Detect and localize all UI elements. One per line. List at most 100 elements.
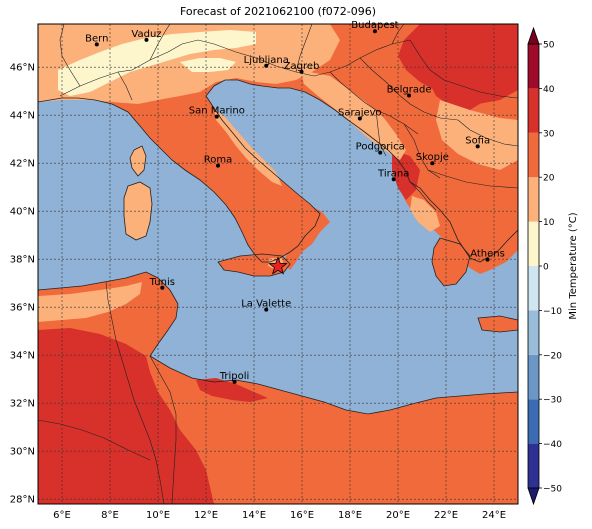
- hot-serbia: [428, 60, 486, 110]
- city-label: Sofia: [465, 135, 490, 146]
- colorbar-bin: [528, 399, 539, 444]
- hot-libya-coast: [196, 378, 268, 402]
- colorbar-under-arrow: [527, 487, 540, 506]
- city-label: Budapest: [351, 20, 398, 31]
- colorbar-tick-label: 10: [543, 218, 555, 228]
- city-dot: [94, 42, 99, 47]
- city-label: Ljubljana: [244, 55, 289, 66]
- city-label: Athens: [470, 249, 505, 260]
- colorbar-tick-label: 40: [543, 85, 555, 95]
- land-corsica: [130, 146, 146, 176]
- star-marker: [268, 256, 288, 275]
- colorbar-tick-label: −40: [543, 440, 562, 450]
- city-dot: [214, 114, 219, 119]
- hot-hungary: [398, 24, 518, 104]
- lat-tick-label: 32°N: [10, 399, 35, 410]
- lon-tick-label: 10°E: [146, 510, 170, 521]
- colorbar: 50 40 30 20 10 0 −10 −20 −30 −40 −50: [527, 26, 562, 506]
- coastlines: [38, 79, 518, 415]
- hot-areas: [38, 24, 518, 504]
- colorbar-tick-label: −20: [543, 351, 562, 361]
- city-dot: [475, 144, 480, 149]
- colorbar-bin: [528, 88, 539, 133]
- lat-tick-label: 34°N: [10, 351, 35, 362]
- city-dot: [264, 307, 269, 312]
- gridlines: [38, 24, 518, 504]
- city-label: Belgrade: [387, 85, 432, 96]
- cold-areas: [58, 30, 256, 96]
- lon-tick-label: 22°E: [434, 510, 458, 521]
- city-label: Tripoli: [219, 371, 250, 382]
- lat-tick-label: 40°N: [10, 207, 35, 218]
- lat-tick-label: 46°N: [10, 63, 35, 74]
- colorbar-tick-label: 20: [543, 174, 555, 184]
- colorbar-tick-label: 0: [543, 263, 549, 273]
- city-label: Tunis: [149, 277, 175, 288]
- colorbar-bin: [528, 221, 539, 266]
- colorbar-bin: [528, 310, 539, 355]
- city-label: Podgorica: [356, 142, 405, 153]
- cool-dinaric: [300, 70, 406, 160]
- hot-balkans: [392, 150, 420, 200]
- cool-greece-mts: [410, 196, 440, 232]
- lat-tick-label: 36°N: [10, 303, 35, 314]
- lon-tick-label: 20°E: [386, 510, 410, 521]
- cold-swiss-alps: [58, 30, 256, 96]
- lon-tick-label: 24°E: [482, 510, 506, 521]
- colorbar-over-arrow: [527, 26, 540, 45]
- city-dot: [216, 163, 220, 168]
- city-label: San Marino: [189, 106, 245, 117]
- land-crete: [478, 316, 518, 332]
- city-dot: [372, 29, 377, 34]
- colorbar-tick-label: −50: [543, 485, 562, 495]
- cool-bulgaria: [436, 100, 518, 170]
- colorbar-label: Min Temperature (°C): [568, 212, 579, 319]
- city-dot: [144, 37, 149, 42]
- colorbar-bin: [528, 266, 539, 311]
- colorbar-bin: [528, 177, 539, 222]
- city-dot: [264, 63, 269, 68]
- city-dot: [485, 257, 490, 262]
- lat-tick-label: 30°N: [10, 447, 35, 458]
- map-title: Forecast of 2021062100 (f072-096): [179, 5, 377, 18]
- lon-tick-label: 18°E: [338, 510, 362, 521]
- hot-algeria: [38, 328, 214, 504]
- city-dot: [430, 161, 435, 166]
- city-dot: [232, 379, 237, 384]
- cool-atlas: [38, 298, 120, 318]
- city-dot: [299, 69, 304, 74]
- map-frame: [37, 23, 519, 505]
- city-label: Vaduz: [131, 29, 161, 40]
- colorbar-tick-label: 30: [543, 129, 555, 139]
- country-borders: [38, 24, 518, 504]
- lat-tick-label: 44°N: [10, 111, 35, 122]
- colorbar-bin: [528, 132, 539, 178]
- colorbar-bin: [528, 44, 539, 89]
- city-dot: [160, 285, 165, 290]
- land-peloponnese: [432, 238, 470, 286]
- city-dot: [357, 116, 362, 121]
- lat-tick-label: 42°N: [10, 159, 35, 170]
- city-label: Sarajevo: [338, 108, 382, 119]
- city-label: Bern: [85, 33, 108, 44]
- city-label: Zagreb: [284, 61, 320, 72]
- axis-ticks: 6°E 8°E 10°E 12°E 14°E 16°E 18°E 20°E 22°E 24°E 28…: [10, 63, 506, 521]
- city-label: Skopje: [416, 152, 449, 163]
- city-dot: [391, 177, 396, 182]
- lon-tick-label: 14°E: [242, 510, 266, 521]
- city-label: Roma: [204, 155, 233, 166]
- colorbar-tick-label: −30: [543, 396, 562, 406]
- lon-tick-label: 8°E: [101, 510, 119, 521]
- city-label: La Valette: [241, 299, 291, 310]
- city-label: Tirana: [377, 168, 409, 179]
- city-dot: [407, 93, 412, 98]
- lon-tick-label: 12°E: [194, 510, 218, 521]
- colorbar-tick-label: −10: [543, 307, 562, 317]
- lon-tick-label: 16°E: [290, 510, 314, 521]
- cold-austrian-alps: [180, 58, 236, 72]
- lon-tick-label: 6°E: [53, 510, 71, 521]
- colorbar-tick-label: 50: [543, 41, 555, 51]
- land-greece: [396, 160, 518, 274]
